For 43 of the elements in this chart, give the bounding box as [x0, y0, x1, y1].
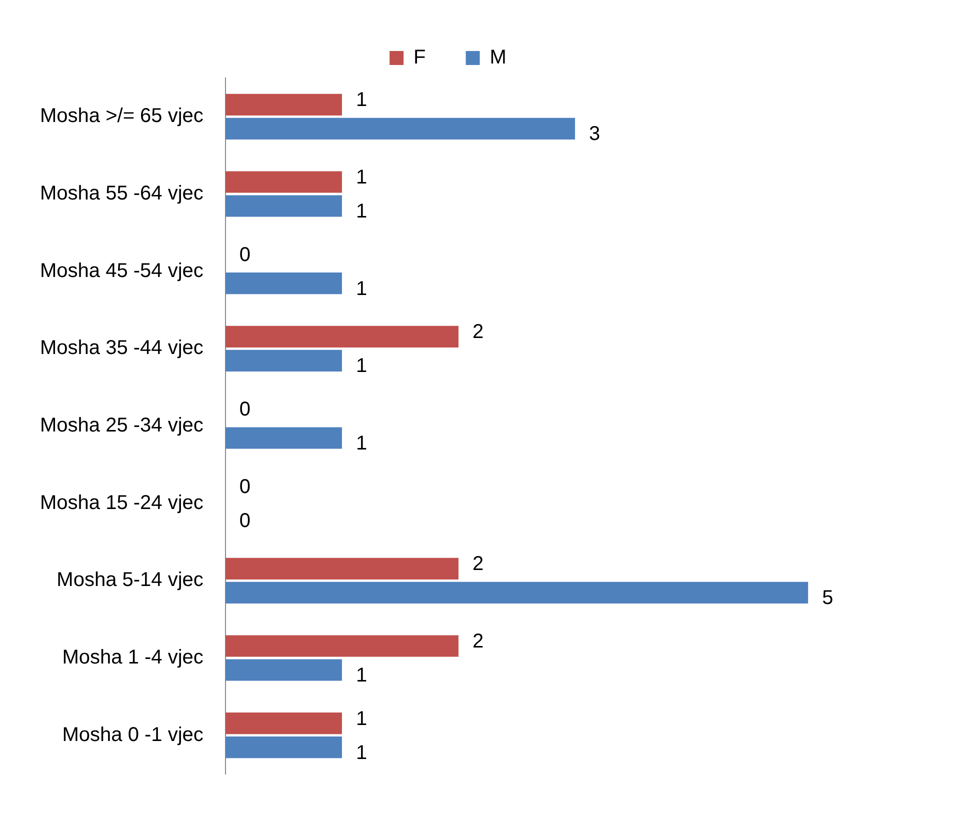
y-tick-label: Mosha 5-14 vjec	[56, 569, 204, 592]
data-label: 1	[356, 664, 368, 686]
bar	[225, 558, 458, 580]
bar	[225, 118, 576, 140]
data-label: 0	[239, 510, 251, 532]
bar	[225, 659, 342, 681]
y-tick-label: Mosha 45 -54 vjec	[40, 260, 204, 282]
bar	[225, 736, 342, 758]
y-tick-label: Mosha >/= 65 vjec	[40, 105, 204, 128]
data-label: 5	[822, 587, 834, 610]
y-tick-label: Mosha 35 -44 vjec	[40, 337, 204, 360]
y-tick-label: Mosha 15 -24 vjec	[40, 492, 204, 514]
data-label: 1	[356, 89, 368, 112]
data-label: 3	[589, 123, 600, 146]
data-label: 2	[472, 630, 484, 653]
data-label: 2	[472, 321, 484, 344]
data-label: 0	[239, 398, 251, 421]
data-label: 0	[239, 476, 251, 498]
bar	[225, 171, 342, 193]
bar	[225, 712, 342, 734]
y-tick-label: Mosha 25 -34 vjec	[40, 414, 204, 437]
bar	[225, 427, 342, 449]
data-label: 0	[239, 244, 251, 266]
data-label: 1	[356, 200, 368, 222]
y-tick-label: Mosha 55 -64 vjec	[40, 182, 204, 205]
data-label: 1	[356, 708, 368, 730]
data-label: 1	[356, 355, 368, 378]
legend-label: M	[490, 46, 506, 69]
y-tick-label: Mosha 1 -4 vjec	[62, 646, 204, 669]
bar	[225, 350, 342, 372]
bar	[225, 326, 458, 348]
data-label: 2	[472, 553, 484, 576]
bar	[225, 582, 808, 604]
bar	[225, 195, 342, 217]
data-label: 1	[356, 166, 368, 189]
data-label: 1	[356, 278, 368, 300]
bar	[225, 635, 458, 657]
y-tick-label: Mosha 0 -1 vjec	[62, 724, 204, 746]
data-label: 1	[356, 432, 368, 454]
bar	[225, 272, 342, 294]
legend-label: F	[414, 46, 426, 69]
bar	[225, 94, 342, 116]
data-label: 1	[356, 742, 368, 764]
